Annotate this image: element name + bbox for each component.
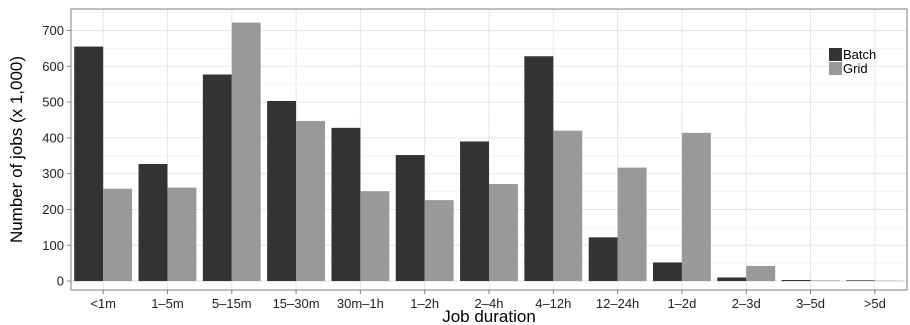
- x-tick-label: 15–30m: [273, 296, 320, 311]
- bar-grid: [553, 130, 583, 282]
- x-tick-label: 12–24h: [596, 296, 639, 311]
- bar-batch: [138, 163, 168, 282]
- bar-grid: [424, 200, 454, 282]
- x-tick-label: 1–2h: [410, 296, 439, 311]
- y-axis: 0 100 200 300 400 500 600 700: [42, 23, 71, 289]
- y-axis-title: Number of jobs (x 1,000): [7, 56, 26, 243]
- bars: [74, 22, 904, 282]
- x-axis-title: Job duration: [442, 307, 536, 325]
- bar-grid: [360, 191, 390, 282]
- y-tick-label: 0: [57, 274, 64, 289]
- bar-grid: [681, 132, 711, 282]
- y-tick-label: 100: [42, 238, 64, 253]
- bar-grid: [296, 121, 326, 282]
- x-tick-label: 1–2d: [667, 296, 696, 311]
- x-tick-label: 4–12h: [535, 296, 571, 311]
- bar-batch: [781, 279, 811, 282]
- legend-swatch-grid: [829, 62, 842, 75]
- bar-batch: [717, 277, 747, 282]
- bar-batch: [652, 262, 682, 282]
- x-axis: <1m 1–5m 5–15m 15–30m 30m–1h 1–2h 2–4h 4–12h 12–…: [90, 290, 886, 311]
- bar-batch: [267, 100, 297, 282]
- x-tick-label: <1m: [90, 296, 116, 311]
- y-tick-label: 600: [42, 59, 64, 74]
- bar-batch: [331, 127, 361, 282]
- y-tick-label: 200: [42, 202, 64, 217]
- bar-batch: [202, 74, 232, 282]
- legend-label-batch: Batch: [843, 47, 876, 62]
- x-tick-label: 2–3d: [732, 296, 761, 311]
- bar-grid: [489, 184, 518, 282]
- legend-label-grid: Grid: [843, 61, 868, 76]
- bar-batch: [524, 56, 554, 282]
- bar-grid: [617, 167, 647, 282]
- y-tick-label: 700: [42, 23, 64, 38]
- x-tick-label: 2–4h: [475, 296, 504, 311]
- bar-grid: [874, 280, 904, 282]
- bar-grid: [103, 188, 133, 282]
- legend-swatch-batch: [829, 48, 842, 61]
- x-tick-label: >5d: [864, 296, 886, 311]
- y-tick-label: 300: [42, 166, 64, 181]
- bar-grid: [746, 266, 776, 282]
- y-tick-label: 400: [42, 130, 64, 145]
- x-tick-label: 5–15m: [212, 296, 252, 311]
- bar-batch: [845, 280, 875, 282]
- bar-batch: [460, 141, 489, 282]
- bar-grid: [167, 187, 197, 282]
- x-tick-label: 1–5m: [151, 296, 184, 311]
- bar-grid: [231, 22, 261, 282]
- bar-batch: [395, 155, 425, 282]
- bar-batch: [588, 237, 618, 282]
- y-tick-label: 500: [42, 95, 64, 110]
- bar-batch: [74, 46, 104, 282]
- x-tick-label: 30m–1h: [337, 296, 384, 311]
- bar-grid: [810, 280, 840, 282]
- x-tick-label: 3–5d: [796, 296, 825, 311]
